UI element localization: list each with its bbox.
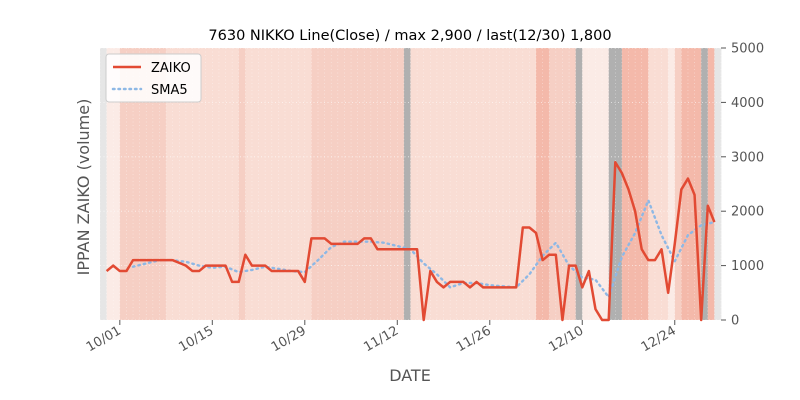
x-tick-label-6: 12/24 [639, 323, 679, 355]
x-tick-label-3: 11/12 [361, 323, 401, 355]
x-axis: 10/01 10/15 10/29 11/12 11/26 12/10 12/24 [84, 320, 679, 355]
y-tick-label-5: 5000 [731, 42, 764, 57]
legend-label-zaiko: ZAIKO [151, 61, 191, 76]
background-band-21 [714, 48, 722, 320]
y-tick-label-2: 2000 [731, 205, 764, 220]
background-band-7 [403, 48, 411, 320]
background-band-19 [701, 48, 709, 320]
x-tick-label-1: 10/15 [176, 323, 216, 355]
chart-title: 7630 NIKKO Line(Close) / max 2,900 / las… [208, 28, 611, 44]
y-tick-label-1: 1000 [731, 259, 764, 274]
background-band-15 [648, 48, 669, 320]
y-tick-label-3: 3000 [731, 150, 764, 165]
background-band-0 [100, 48, 108, 320]
background-band-4 [238, 48, 246, 320]
background-band-10 [549, 48, 577, 320]
y-tick-label-4: 4000 [731, 96, 764, 111]
background-band-6 [311, 48, 405, 320]
legend-label-sma5: SMA5 [151, 83, 188, 98]
background-band-17 [674, 48, 682, 320]
series-line-zaiko [105, 160, 716, 322]
background-band-1 [106, 48, 121, 320]
x-tick-label-2: 10/29 [269, 323, 309, 355]
data-lines [105, 160, 716, 322]
x-tick-label-5: 12/10 [546, 323, 586, 355]
x-tick-label-0: 10/01 [84, 323, 124, 355]
x-axis-label: DATE [389, 366, 431, 385]
y-axis-right: 0 1000 2000 3000 4000 5000 [721, 42, 764, 329]
series-line-sma5 [131, 199, 716, 299]
y-tick-label-0: 0 [731, 314, 739, 329]
background-band-11 [575, 48, 583, 320]
x-tick-label-4: 11/26 [454, 323, 494, 355]
y-axis-label: IPPAN ZAIKO (volume) [74, 99, 93, 276]
legend: ZAIKO SMA5 [105, 53, 202, 103]
background-band-16 [668, 48, 676, 320]
background-band-20 [707, 48, 715, 320]
